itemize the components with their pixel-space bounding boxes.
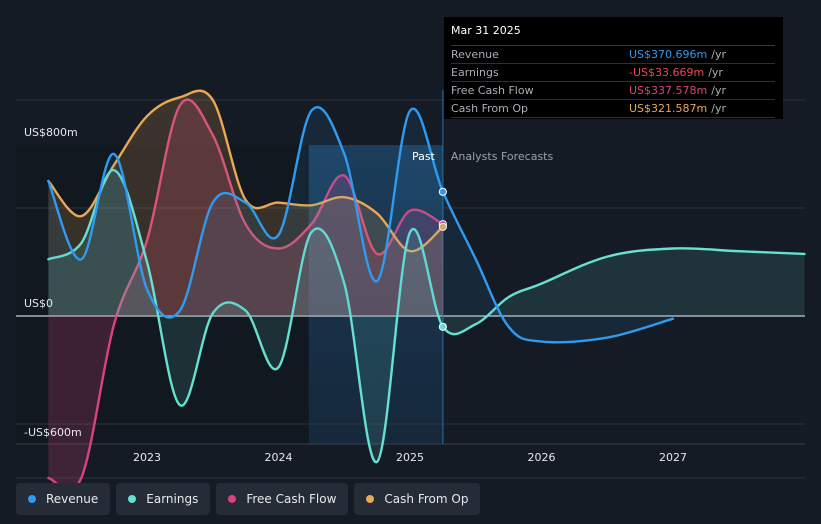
earnings-marker	[438, 322, 447, 331]
tooltip-value: US$321.587m	[629, 102, 708, 115]
tooltip-value: -US$33.669m	[629, 66, 705, 79]
y-tick-label: -US$600m	[24, 426, 82, 439]
legend-item-free-cash-flow[interactable]: Free Cash Flow	[216, 483, 349, 515]
revenue-line	[47, 106, 675, 344]
tooltip-unit: /yr	[711, 102, 726, 115]
tooltip-value: US$337.578m	[629, 84, 708, 97]
y-tick-label: US$0	[24, 297, 53, 310]
legend-dot	[366, 495, 375, 503]
free-cash-flow-line	[47, 98, 445, 491]
legend-item-cash-from-op[interactable]: Cash From Op	[354, 483, 481, 515]
tooltip-label: Earnings	[451, 66, 499, 79]
past-label: Past	[412, 150, 436, 163]
tooltip-row-fcf: Free Cash Flow US$337.578m /yr	[451, 82, 775, 100]
x-tick-label: 2025	[396, 451, 424, 464]
legend-label: Cash From Op	[384, 492, 469, 506]
tooltip-label: Cash From Op	[451, 102, 529, 115]
legend-item-earnings[interactable]: Earnings	[116, 483, 211, 515]
legend-item-revenue[interactable]: Revenue	[16, 483, 111, 515]
tooltip-label: Revenue	[451, 48, 499, 61]
legend: Revenue Earnings Free Cash Flow Cash Fro…	[16, 483, 481, 515]
legend-label: Free Cash Flow	[246, 492, 337, 506]
x-tick-label: 2026	[528, 451, 556, 464]
tooltip-unit: /yr	[711, 48, 726, 61]
forecast-label: Analysts Forecasts	[451, 150, 554, 163]
x-tick-label: 2023	[133, 451, 161, 464]
cash-from-op-marker	[438, 222, 447, 231]
tooltip-unit: /yr	[711, 84, 726, 97]
x-tick-label: 2024	[265, 451, 293, 464]
revenue-marker	[438, 187, 447, 196]
past-highlight	[308, 145, 443, 444]
past-background	[16, 145, 309, 444]
legend-dot	[28, 495, 36, 503]
revenue-area	[48, 107, 673, 343]
legend-label: Revenue	[46, 492, 99, 506]
earnings-area	[48, 170, 805, 463]
legend-dot	[128, 495, 137, 503]
tooltip-value: US$370.696m	[629, 48, 708, 61]
earnings-line	[47, 169, 806, 464]
legend-dot	[228, 495, 237, 503]
y-tick-label: US$800m	[24, 126, 78, 139]
tooltip-unit: /yr	[708, 66, 723, 79]
tooltip-date: Mar 31 2025	[451, 23, 775, 46]
tooltip-row-revenue: Revenue US$370.696m /yr	[451, 46, 775, 64]
tooltip-row-earnings: Earnings -US$33.669m /yr	[451, 64, 775, 82]
tooltip: Mar 31 2025 Revenue US$370.696m /yr Earn…	[444, 17, 783, 119]
tooltip-label: Free Cash Flow	[451, 84, 534, 97]
cash-from-op-line	[47, 89, 445, 253]
tooltip-row-cfo: Cash From Op US$321.587m /yr	[451, 100, 775, 118]
x-tick-label: 2027	[659, 451, 687, 464]
legend-label: Earnings	[146, 492, 199, 506]
